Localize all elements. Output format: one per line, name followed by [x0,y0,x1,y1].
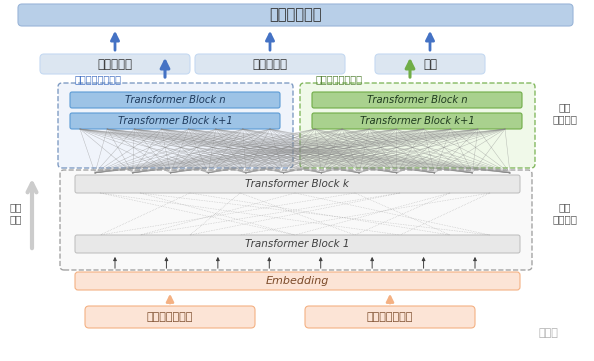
FancyBboxPatch shape [60,170,532,270]
Text: Transformer Block n: Transformer Block n [125,95,225,105]
FancyBboxPatch shape [40,54,190,74]
Text: 通用
语义表示: 通用 语义表示 [552,202,577,224]
Text: 大规模文本数据: 大规模文本数据 [147,312,193,322]
FancyBboxPatch shape [70,92,280,108]
FancyBboxPatch shape [312,92,522,108]
FancyBboxPatch shape [18,4,573,26]
Text: Transformer Block k+1: Transformer Block k+1 [118,116,232,126]
FancyBboxPatch shape [85,306,255,328]
Text: 自然语言理解网络: 自然语言理解网络 [75,74,122,84]
Text: 微调: 微调 [423,57,437,70]
FancyBboxPatch shape [312,113,522,129]
FancyBboxPatch shape [75,175,520,193]
FancyBboxPatch shape [375,54,485,74]
FancyBboxPatch shape [195,54,345,74]
FancyBboxPatch shape [305,306,475,328]
Text: Transformer Block k: Transformer Block k [245,179,349,189]
FancyBboxPatch shape [58,83,293,168]
Text: 自然语言生成网络: 自然语言生成网络 [316,74,363,84]
Text: Embedding: Embedding [266,276,328,286]
FancyBboxPatch shape [75,235,520,253]
FancyBboxPatch shape [70,113,280,129]
FancyBboxPatch shape [300,83,535,168]
Text: Transformer Block n: Transformer Block n [366,95,467,105]
FancyBboxPatch shape [75,272,520,290]
Text: 任务
语义表示: 任务 语义表示 [552,102,577,124]
Text: 零样本学习: 零样本学习 [97,57,132,70]
Text: 持续
学习: 持续 学习 [10,202,22,224]
Text: 各行各业应用: 各行各业应用 [268,8,321,22]
Text: Transformer Block 1: Transformer Block 1 [245,239,349,249]
Text: 大规模知识图谱: 大规模知识图谱 [367,312,413,322]
Text: Transformer Block k+1: Transformer Block k+1 [359,116,475,126]
Text: 觅趣网: 觅趣网 [538,328,558,338]
Text: 小样本学习: 小样本学习 [252,57,287,70]
